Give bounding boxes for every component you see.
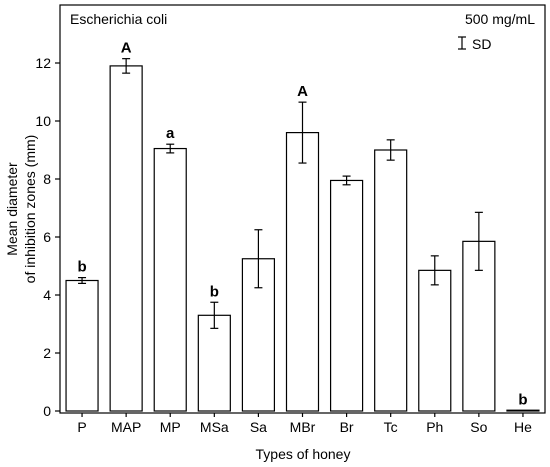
y-tick-label: 4 [43, 287, 51, 303]
chart-title: Escherichia coli [70, 11, 167, 27]
bar [285, 132, 320, 412]
x-tick-label: So [470, 419, 487, 435]
bar [329, 179, 364, 412]
x-axis: P MAP MP MSa Sa MBr Br Tc Ph So He [77, 413, 532, 435]
x-tick-label: He [514, 419, 532, 435]
bar [197, 314, 231, 412]
significance-label: b [210, 283, 219, 300]
error-bars [78, 58, 483, 329]
y-tick-label: 10 [35, 113, 51, 129]
x-tick-label: P [77, 419, 86, 435]
bar [418, 269, 452, 412]
x-tick-label: MSa [200, 419, 229, 435]
x-tick-label: MAP [111, 419, 141, 435]
significance-label: b [518, 391, 527, 408]
significance-label: A [297, 83, 308, 100]
y-tick-label: 12 [35, 55, 51, 71]
concentration-label: 500 mg/mL [465, 11, 535, 27]
x-axis-title: Types of honey [256, 446, 351, 462]
bar [65, 279, 99, 412]
sd-legend-icon [458, 36, 466, 50]
y-tick-label: 6 [43, 229, 51, 245]
bar [374, 149, 408, 412]
bar [506, 409, 540, 412]
x-tick-label: Ph [426, 419, 443, 435]
bar [109, 65, 143, 412]
x-tick-label: Sa [250, 419, 267, 435]
y-tick-label: 0 [43, 403, 51, 419]
significance-label: A [121, 40, 132, 57]
bar [153, 147, 187, 412]
sd-legend-label: SD [472, 36, 491, 52]
x-tick-label: MP [160, 419, 181, 435]
y-axis-title-line1: Mean diameter [4, 162, 20, 256]
y-tick-label: 2 [43, 345, 51, 361]
y-tick-label: 8 [43, 171, 51, 187]
significance-labels: b Aa b Ab [77, 40, 527, 409]
x-tick-label: MBr [290, 419, 316, 435]
significance-label: b [77, 259, 86, 276]
x-tick-label: Br [340, 419, 354, 435]
x-tick-label: Tc [384, 419, 398, 435]
y-axis-title-line2: of inhibition zones (mm) [22, 135, 38, 284]
significance-label: a [166, 125, 175, 142]
y-axis: 0 2 4 6 8 10 12 [35, 55, 60, 419]
